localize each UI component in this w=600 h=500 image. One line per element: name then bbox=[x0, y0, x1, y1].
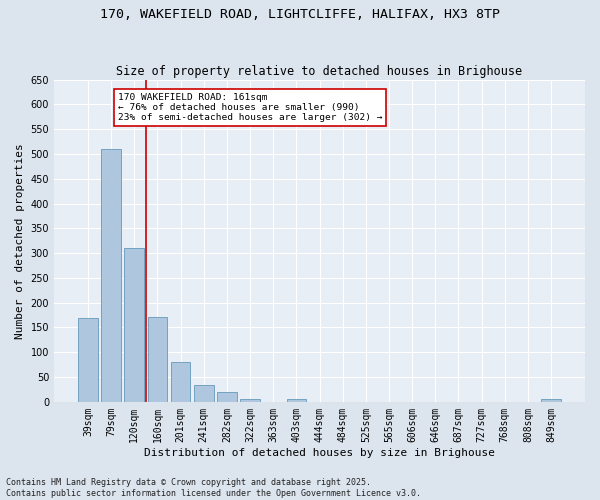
Text: 170, WAKEFIELD ROAD, LIGHTCLIFFE, HALIFAX, HX3 8TP: 170, WAKEFIELD ROAD, LIGHTCLIFFE, HALIFA… bbox=[100, 8, 500, 20]
Bar bbox=[217, 392, 237, 402]
Bar bbox=[171, 362, 190, 402]
Title: Size of property relative to detached houses in Brighouse: Size of property relative to detached ho… bbox=[116, 66, 523, 78]
X-axis label: Distribution of detached houses by size in Brighouse: Distribution of detached houses by size … bbox=[144, 448, 495, 458]
Text: 170 WAKEFIELD ROAD: 161sqm
← 76% of detached houses are smaller (990)
23% of sem: 170 WAKEFIELD ROAD: 161sqm ← 76% of deta… bbox=[118, 92, 382, 122]
Bar bbox=[148, 316, 167, 402]
Y-axis label: Number of detached properties: Number of detached properties bbox=[15, 143, 25, 338]
Bar bbox=[541, 400, 561, 402]
Bar bbox=[240, 400, 260, 402]
Bar bbox=[194, 386, 214, 402]
Text: Contains HM Land Registry data © Crown copyright and database right 2025.
Contai: Contains HM Land Registry data © Crown c… bbox=[6, 478, 421, 498]
Bar bbox=[124, 248, 144, 402]
Bar bbox=[101, 149, 121, 402]
Bar bbox=[78, 318, 98, 402]
Bar bbox=[287, 399, 306, 402]
